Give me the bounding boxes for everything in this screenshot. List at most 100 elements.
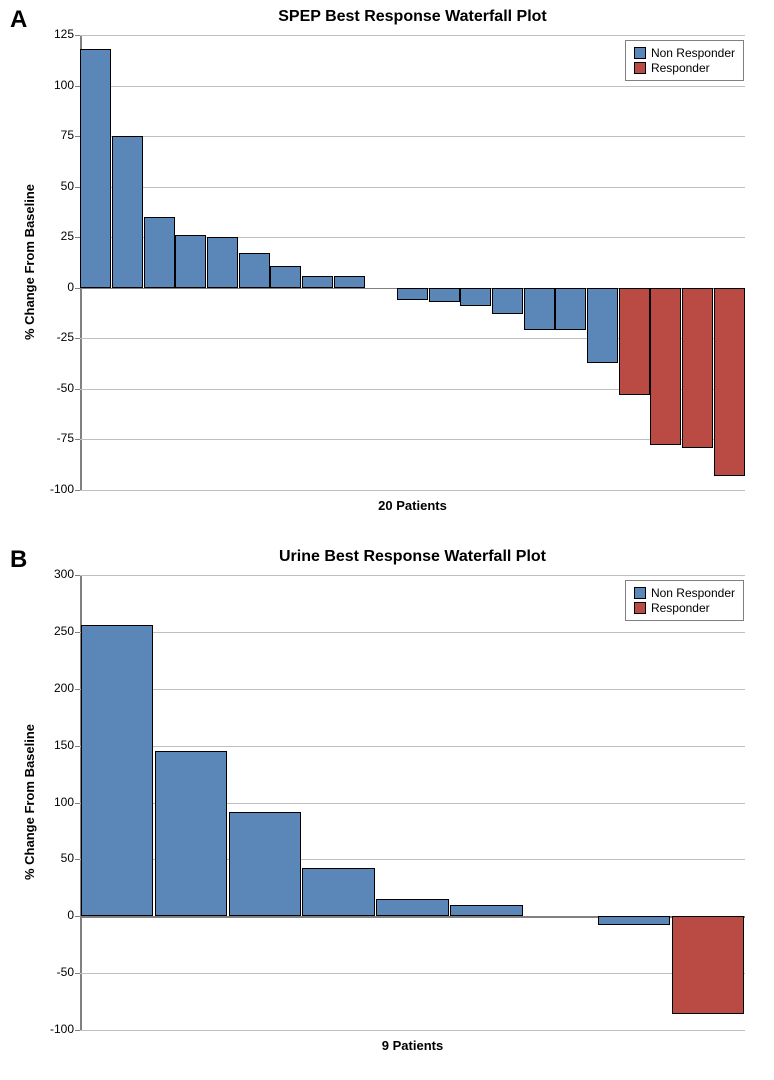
tick-mark	[75, 859, 80, 860]
ytick-label: 200	[40, 681, 74, 695]
bar	[144, 217, 175, 288]
panel-b-label: B	[10, 546, 27, 574]
ytick-label: 125	[40, 27, 74, 41]
gridline	[80, 973, 745, 974]
bar	[239, 253, 270, 287]
gridline	[80, 439, 745, 440]
bar	[334, 276, 365, 288]
bar	[450, 905, 522, 916]
ytick-label: -100	[40, 1022, 74, 1036]
panel-a-title: SPEP Best Response Waterfall Plot	[80, 8, 745, 26]
ytick-label: -100	[40, 482, 74, 496]
ytick-label: 100	[40, 795, 74, 809]
tick-mark	[75, 86, 80, 87]
gridline	[80, 575, 745, 576]
ytick-label: -50	[40, 965, 74, 979]
tick-mark	[75, 632, 80, 633]
gridline	[80, 136, 745, 137]
bar	[587, 288, 618, 363]
tick-mark	[75, 575, 80, 576]
legend-swatch-responder	[634, 62, 646, 74]
panel-b-legend: Non Responder Responder	[625, 580, 744, 621]
panel-b-plot	[80, 575, 745, 1030]
bar	[376, 899, 448, 916]
tick-mark	[75, 187, 80, 188]
bar	[155, 751, 227, 916]
tick-mark	[75, 689, 80, 690]
bar	[555, 288, 586, 330]
bar	[270, 266, 301, 288]
panel-a-ylabel: % Change From Baseline	[22, 184, 37, 340]
tick-mark	[75, 136, 80, 137]
bar	[229, 812, 301, 917]
panel-a: A SPEP Best Response Waterfall Plot % Ch…	[0, 0, 774, 540]
bar	[429, 288, 460, 302]
panel-a-xlabel: 20 Patients	[80, 498, 745, 513]
ytick-label: 75	[40, 128, 74, 142]
gridline	[80, 1030, 745, 1031]
tick-mark	[75, 803, 80, 804]
ytick-label: 300	[40, 567, 74, 581]
bar	[650, 288, 681, 446]
ytick-label: -25	[40, 330, 74, 344]
tick-mark	[75, 746, 80, 747]
bar	[672, 916, 744, 1014]
ytick-label: 150	[40, 738, 74, 752]
bar	[492, 288, 523, 314]
tick-mark	[75, 237, 80, 238]
tick-mark	[75, 338, 80, 339]
ytick-label: 250	[40, 624, 74, 638]
tick-mark	[75, 439, 80, 440]
panel-b-xlabel: 9 Patients	[80, 1038, 745, 1053]
legend-label-responder: Responder	[651, 601, 710, 615]
tick-mark	[75, 973, 80, 974]
legend-row: Responder	[634, 601, 735, 615]
panel-b-ylabel: % Change From Baseline	[22, 724, 37, 880]
panel-b: B Urine Best Response Waterfall Plot % C…	[0, 540, 774, 1080]
ytick-label: -50	[40, 381, 74, 395]
ytick-label: 50	[40, 179, 74, 193]
panel-a-label: A	[10, 6, 27, 34]
legend-swatch-nonresponder	[634, 587, 646, 599]
legend-row: Non Responder	[634, 586, 735, 600]
bar	[207, 237, 238, 288]
bar	[682, 288, 713, 448]
bar	[175, 235, 206, 288]
bar	[598, 916, 670, 925]
gridline	[80, 632, 745, 633]
ytick-label: 0	[40, 908, 74, 922]
gridline	[80, 689, 745, 690]
legend-label-responder: Responder	[651, 61, 710, 75]
bar	[302, 868, 374, 916]
bar	[81, 625, 153, 916]
bar	[524, 288, 555, 330]
gridline	[80, 187, 745, 188]
ytick-label: -75	[40, 431, 74, 445]
panel-a-plot	[80, 35, 745, 490]
legend-label-nonresponder: Non Responder	[651, 46, 735, 60]
gridline	[80, 86, 745, 87]
ytick-label: 100	[40, 78, 74, 92]
ytick-label: 0	[40, 280, 74, 294]
bar	[714, 288, 745, 476]
gridline	[80, 490, 745, 491]
ytick-label: 25	[40, 229, 74, 243]
ytick-label: 50	[40, 851, 74, 865]
gridline	[80, 746, 745, 747]
tick-mark	[75, 1030, 80, 1031]
panel-b-title: Urine Best Response Waterfall Plot	[80, 548, 745, 566]
legend-swatch-responder	[634, 602, 646, 614]
bar	[397, 288, 428, 300]
bar	[80, 49, 111, 288]
bar	[460, 288, 491, 306]
legend-swatch-nonresponder	[634, 47, 646, 59]
bar	[112, 136, 143, 288]
tick-mark	[75, 490, 80, 491]
gridline	[80, 35, 745, 36]
panel-a-legend: Non Responder Responder	[625, 40, 744, 81]
legend-row: Responder	[634, 61, 735, 75]
tick-mark	[75, 35, 80, 36]
bar	[619, 288, 650, 395]
legend-label-nonresponder: Non Responder	[651, 586, 735, 600]
legend-row: Non Responder	[634, 46, 735, 60]
